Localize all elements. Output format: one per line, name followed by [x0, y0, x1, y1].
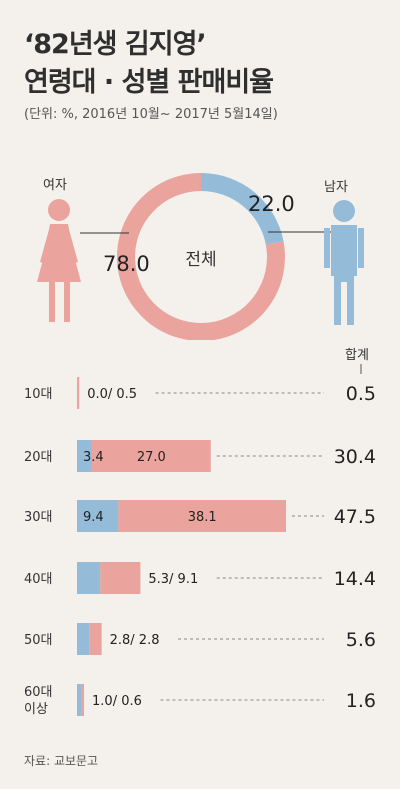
donut-slice-male — [201, 173, 284, 245]
bar-segment-female — [91, 440, 211, 472]
chart-subtitle: (단위: %, 2016년 10월~ 2017년 5월14일) — [24, 107, 278, 122]
bar-segment-male — [77, 500, 119, 532]
source-note: 자료: 교보문고 — [24, 754, 99, 768]
bar-segment-female — [118, 500, 286, 532]
bar-segment-female — [77, 377, 80, 409]
bar-segment-male — [77, 562, 101, 594]
female-figure-icon — [37, 199, 81, 322]
male-percent-label: 22.0 — [248, 192, 295, 216]
age-label: 40대 — [24, 572, 53, 587]
age-label: 30대 — [24, 510, 53, 525]
bar-segment-male — [77, 623, 90, 655]
female-head-shape — [48, 199, 70, 221]
female-label: 여자 — [43, 178, 67, 193]
total-column-header: 합계 — [345, 348, 369, 363]
bar-value-label: 1.0/ 0.6 — [92, 694, 142, 709]
bar-segment-female — [100, 562, 141, 594]
donut-center-label: 전체 — [185, 250, 216, 270]
bar-segment-male — [77, 440, 92, 472]
female-value-label: 27.0 — [137, 450, 166, 465]
male-label: 남자 — [324, 180, 348, 195]
age-label: 50대 — [24, 633, 53, 648]
age-label: 20대 — [24, 450, 53, 465]
male-head-shape — [333, 200, 355, 222]
bar-segment-female — [81, 684, 85, 716]
female-right-arm-shape — [65, 226, 78, 264]
bar-value-label: 0.0/ 0.5 — [87, 387, 137, 402]
row-total-label: 0.5 — [346, 383, 376, 405]
bar-value-label: 5.3/ 9.1 — [148, 572, 198, 587]
bar-segment-male — [77, 684, 82, 716]
gender-donut-chart: 전체 22.0 78.0 여자 남자 — [37, 173, 364, 340]
male-left-arm-shape — [324, 228, 330, 268]
row-total-label: 30.4 — [334, 446, 376, 468]
age-label: 10대 — [24, 387, 53, 402]
male-right-arm-shape — [358, 228, 364, 268]
bar-segment-female — [89, 623, 102, 655]
male-figure-icon — [324, 200, 364, 325]
male-body-shape — [331, 225, 357, 325]
row-total-label: 14.4 — [334, 568, 376, 590]
female-percent-label: 78.0 — [103, 252, 150, 276]
chart-title-line2: 연령대 · 성별 판매비율 — [24, 67, 274, 98]
age-label-line2: 이상 — [24, 702, 48, 717]
male-value-label: 9.4 — [83, 510, 104, 525]
female-left-arm-shape — [40, 226, 53, 264]
row-total-label: 1.6 — [346, 690, 376, 712]
row-total-label: 47.5 — [334, 506, 376, 528]
chart-title-line1: ‘82년생 김지영’ — [24, 29, 207, 60]
age-label-line1: 60대 — [24, 685, 53, 700]
male-value-label: 3.4 — [83, 450, 104, 465]
female-value-label: 38.1 — [188, 510, 217, 525]
bar-value-label: 2.8/ 2.8 — [110, 633, 160, 648]
row-total-label: 5.6 — [346, 629, 376, 651]
